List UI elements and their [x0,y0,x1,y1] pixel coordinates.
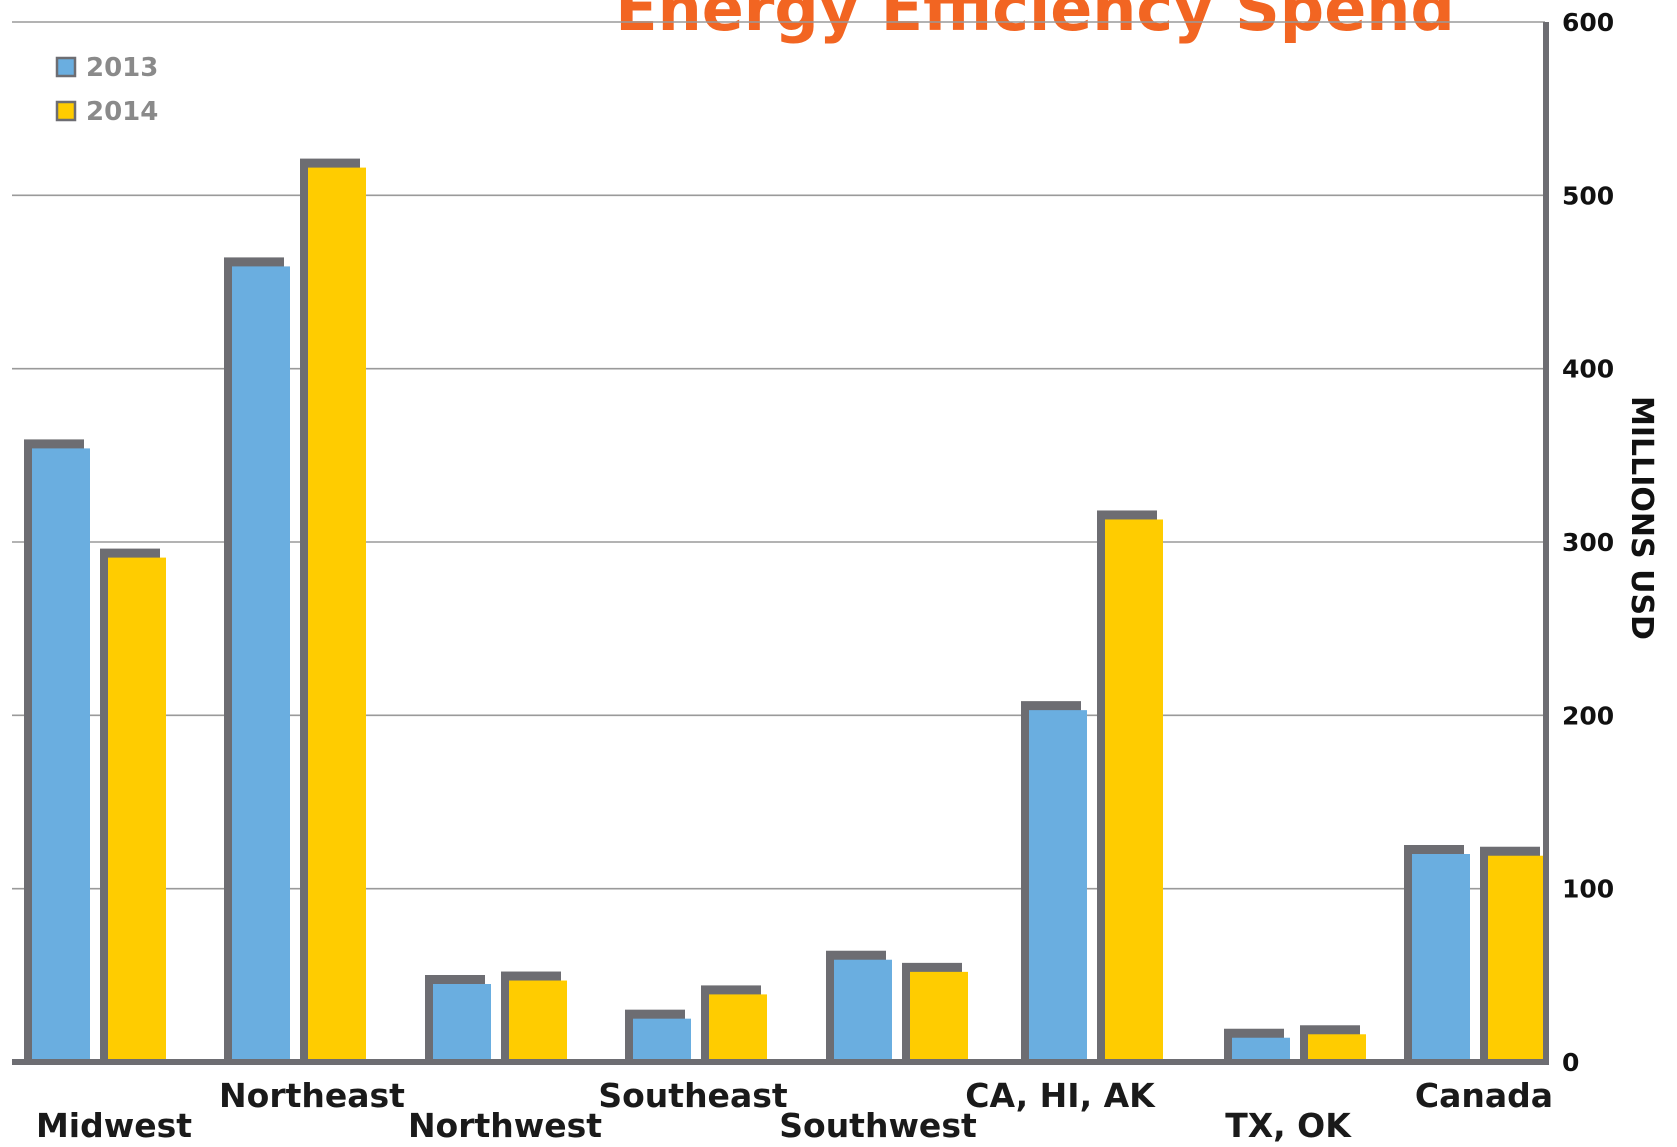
y-axis-title: MILLIONS USD [1624,396,1659,640]
bar-2013-5 [1029,710,1087,1062]
category-label: CA, HI, AK [965,1076,1156,1115]
bar-2014-3 [709,994,767,1062]
bar-2013-3 [633,1018,691,1062]
legend-label: 2014 [86,97,158,127]
bar-2014-6 [1308,1034,1366,1062]
bar-2013-2 [433,984,491,1062]
bar-2014-0 [108,557,166,1062]
category-label: Canada [1415,1076,1553,1115]
bar-2014-2 [509,980,567,1062]
category-label: Midwest [36,1106,192,1145]
category-label: Northwest [408,1106,602,1145]
y-tick-label: 200 [1562,701,1614,730]
bar-2013-4 [834,959,892,1062]
bar-2014-1 [308,167,366,1063]
y-tick-label: 300 [1562,528,1614,557]
category-label: Northeast [219,1076,405,1115]
bar-2013-6 [1232,1037,1290,1062]
bar-2014-7 [1488,855,1546,1062]
bar-2014-5 [1105,519,1163,1062]
y-tick-label: 500 [1562,181,1614,210]
bar-2013-1 [232,266,290,1062]
bars [24,158,1546,1063]
y-tick-labels: 0 100 200 300 400 500 600 [1562,8,1614,1077]
category-label: Southwest [779,1106,977,1145]
y-tick-label: 0 [1562,1048,1579,1077]
bar-2013-7 [1412,854,1470,1062]
y-tick-label: 600 [1562,8,1614,37]
bar-2014-4 [910,971,968,1062]
category-label: Southeast [598,1076,787,1115]
category-labels: Midwest NortheastNorthwestSoutheastSouthw… [36,1076,1553,1145]
legend-swatch-2013 [55,56,77,78]
category-label: TX, OK [1225,1106,1352,1145]
legend: 2013 2014 [55,53,158,127]
bar-2013-0 [32,448,90,1062]
legend-label: 2013 [86,53,158,83]
legend-swatch-2014 [55,100,77,122]
y-tick-label: 400 [1562,355,1614,384]
y-tick-label: 100 [1562,875,1614,904]
